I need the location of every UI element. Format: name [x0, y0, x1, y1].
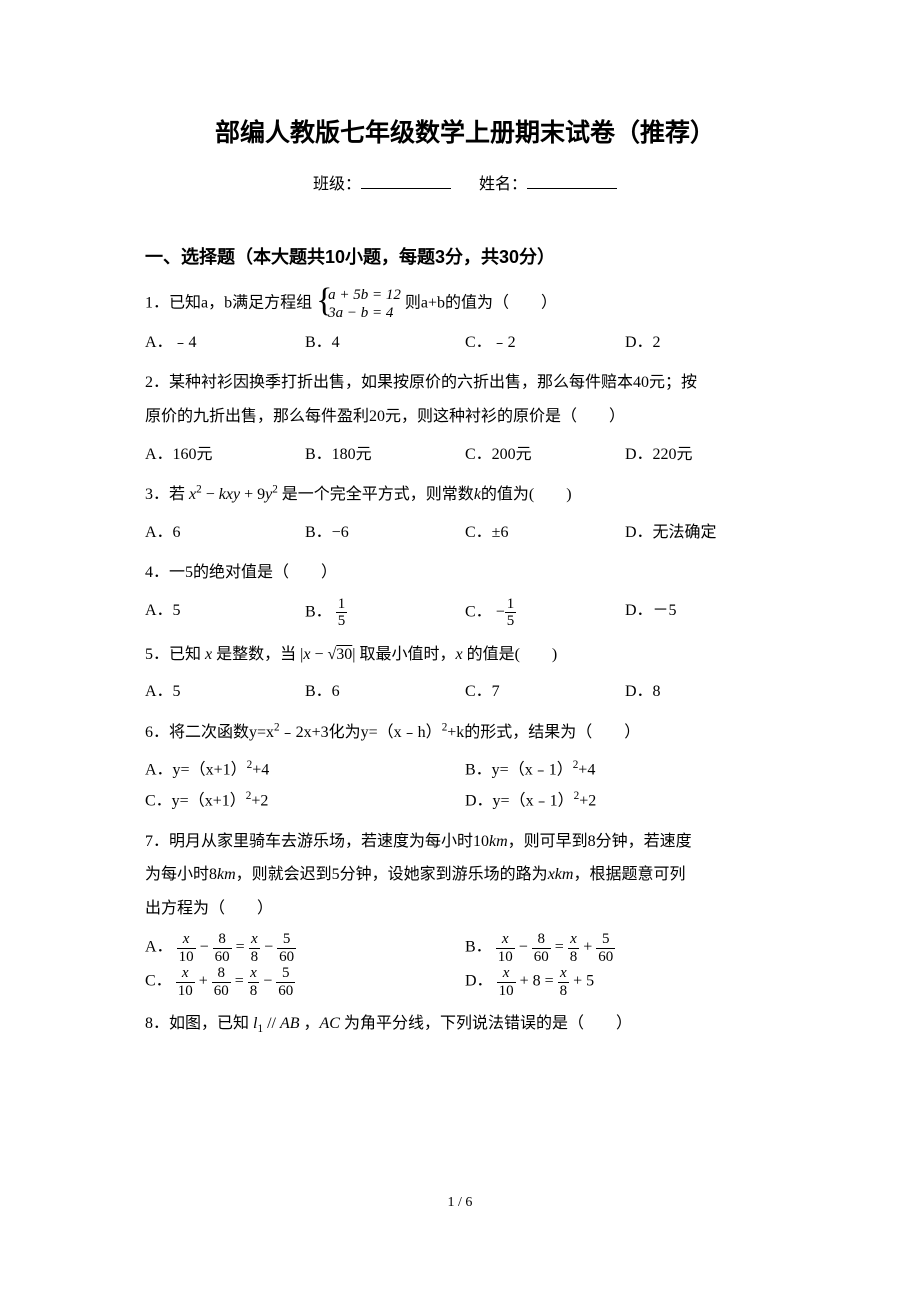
- q3-option-c: C．±6: [465, 518, 625, 548]
- q1-option-a: A．﹣4: [145, 328, 305, 358]
- q4-option-c: C． −15: [465, 596, 625, 630]
- q4-b-fraction: 15: [336, 596, 348, 630]
- q1-equation-system: a + 5b = 12 3a − b = 4: [316, 286, 401, 322]
- q1-stem-pre: 1．已知a，b满足方程组: [145, 295, 312, 312]
- q7-c-pre: C．: [145, 973, 172, 990]
- q1-option-d: D．2: [625, 328, 785, 358]
- q6-option-a: A．y=（x+1）2+4: [145, 755, 465, 786]
- question-6: 6．将二次函数y=x2﹣2x+3化为y=（x﹣h）2+k的形式，结果为（ ）: [145, 716, 785, 750]
- q4-c-pre: C．: [465, 603, 492, 620]
- q7-a-pre: A．: [145, 939, 173, 956]
- q5-option-b: B．6: [305, 677, 465, 707]
- q7-line2: 为每小时8km，则就会迟到5分钟，设她家到游乐场的路为xkm，根据题意可列: [145, 858, 785, 892]
- q7-option-c: C． x10 + 860 = x8 − 560: [145, 965, 465, 999]
- question-8: 8．如图，已知 l1 // AB ，AC 为角平分线，下列说法错误的是（ ）: [145, 1007, 785, 1042]
- q7-option-b: B． x10 − 860 = x8 + 560: [465, 931, 785, 965]
- question-1: 1．已知a，b满足方程组 a + 5b = 12 3a − b = 4 则a+b…: [145, 286, 785, 322]
- name-label: 姓名：: [479, 176, 527, 193]
- q7-b-pre: B．: [465, 939, 492, 956]
- q1-stem-post: 则a+b的值为（ ）: [405, 295, 557, 312]
- question-4: 4．一5的绝对值是（ ）: [145, 556, 785, 590]
- q1-options: A．﹣4 B．4 C．﹣2 D．2: [145, 328, 785, 358]
- q7-line3: 出方程为（ ）: [145, 892, 785, 926]
- class-label: 班级：: [313, 176, 361, 193]
- q2-option-c: C．200元: [465, 440, 625, 470]
- q4-option-a: A．5: [145, 596, 305, 630]
- q6-option-b: B．y=（x﹣1）2+4: [465, 755, 785, 786]
- question-3: 3．若 x2 − kxy + 9y2 是一个完全平方式，则常数k的值为( ): [145, 478, 785, 512]
- q2-line2: 原价的九折出售，那么每件盈利20元，则这种衬衫的原价是（ ）: [145, 400, 785, 434]
- q3-option-d: D．无法确定: [625, 518, 785, 548]
- q7-option-a: A． x10 − 860 = x8 − 560: [145, 931, 465, 965]
- class-blank: [361, 188, 451, 189]
- q2-line1: 2．某种衬衫因换季打折出售，如果按原价的六折出售，那么每件赔本40元；按: [145, 366, 785, 400]
- q6-option-d: D．y=（x﹣1）2+2: [465, 786, 785, 817]
- q7-line1: 7．明月从家里骑车去游乐场，若速度为每小时10km，则可早到8分钟，若速度: [145, 825, 785, 859]
- q7-option-d: D． x10 + 8 = x8 + 5: [465, 965, 785, 999]
- q4-option-d: D．－5: [625, 596, 785, 630]
- q2-option-d: D．220元: [625, 440, 785, 470]
- q6-options: A．y=（x+1）2+4 B．y=（x﹣1）2+4 C．y=（x+1）2+2 D…: [145, 755, 785, 816]
- q2-option-b: B．180元: [305, 440, 465, 470]
- q6-option-c: C．y=（x+1）2+2: [145, 786, 465, 817]
- q1-option-b: B．4: [305, 328, 465, 358]
- name-blank: [527, 188, 617, 189]
- q7-d-pre: D．: [465, 973, 493, 990]
- student-info-line: 班级： 姓名：: [145, 170, 785, 200]
- q5-option-c: C．7: [465, 677, 625, 707]
- q3-option-b: B．−6: [305, 518, 465, 548]
- q4-c-fraction: 15: [505, 596, 517, 630]
- q3-option-a: A．6: [145, 518, 305, 548]
- exam-title: 部编人教版七年级数学上册期末试卷（推荐）: [145, 110, 785, 158]
- q7-options: A． x10 − 860 = x8 − 560 B． x10 − 860 = x…: [145, 931, 785, 999]
- question-5: 5．已知 x 是整数，当 |x − √30| 取最小值时，x 的值是( ): [145, 638, 785, 672]
- q5-options: A．5 B．6 C．7 D．8: [145, 677, 785, 707]
- q4-b-pre: B．: [305, 603, 332, 620]
- q5-option-d: D．8: [625, 677, 785, 707]
- q4-options: A．5 B． 15 C． −15 D．－5: [145, 596, 785, 630]
- q5-option-a: A．5: [145, 677, 305, 707]
- q2-options: A．160元 B．180元 C．200元 D．220元: [145, 440, 785, 470]
- page-number: 1 / 6: [0, 1190, 920, 1217]
- q4-option-b: B． 15: [305, 596, 465, 630]
- question-2: 2．某种衬衫因换季打折出售，如果按原价的六折出售，那么每件赔本40元；按 原价的…: [145, 366, 785, 433]
- section-1-header: 一、选择题（本大题共10小题，每题3分，共30分）: [145, 240, 785, 274]
- q1-option-c: C．﹣2: [465, 328, 625, 358]
- q3-options: A．6 B．−6 C．±6 D．无法确定: [145, 518, 785, 548]
- q2-option-a: A．160元: [145, 440, 305, 470]
- question-7: 7．明月从家里骑车去游乐场，若速度为每小时10km，则可早到8分钟，若速度 为每…: [145, 825, 785, 926]
